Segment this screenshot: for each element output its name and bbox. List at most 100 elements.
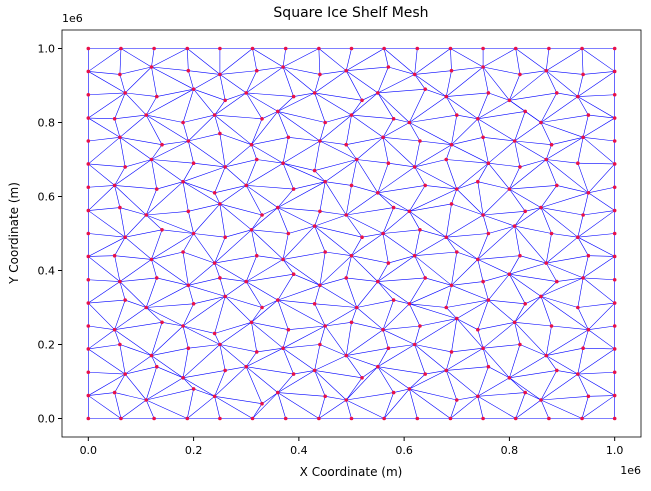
mesh-edge: [414, 318, 457, 345]
mesh-node: [381, 135, 385, 140]
mesh-edge: [214, 237, 226, 264]
mesh-edge: [277, 111, 321, 142]
mesh-edge: [456, 251, 478, 260]
mesh-edge: [546, 355, 558, 371]
mesh-node: [523, 209, 527, 214]
mesh-edge: [509, 74, 521, 101]
mesh-node: [407, 302, 412, 306]
mesh-node: [244, 364, 249, 369]
mesh-edge: [346, 277, 378, 282]
mesh-edge: [288, 137, 320, 142]
mesh-edge: [282, 348, 294, 375]
mesh-edge: [477, 377, 510, 397]
mesh-edge: [540, 185, 558, 208]
mesh-node: [415, 46, 420, 51]
mesh-edge: [214, 262, 221, 279]
mesh-edge: [445, 144, 452, 160]
mesh-edge: [251, 322, 289, 330]
mesh-edge: [252, 48, 258, 71]
mesh-edge: [346, 366, 379, 401]
mesh-edge: [277, 188, 294, 208]
mesh-edge: [277, 111, 289, 138]
mesh-edge: [119, 344, 152, 356]
mesh-edge: [477, 299, 489, 330]
mesh-edge: [393, 299, 410, 305]
mesh-node: [518, 253, 522, 258]
mesh-edge: [477, 181, 510, 190]
mesh-edge: [119, 344, 126, 375]
mesh-edge: [577, 307, 589, 330]
mesh-edge: [214, 114, 263, 120]
mesh-edge: [119, 48, 122, 75]
mesh-edge: [251, 111, 279, 145]
mesh-edge: [193, 203, 221, 234]
mesh-edge: [219, 133, 252, 145]
mesh-edge: [325, 251, 352, 256]
mesh-node: [86, 92, 91, 97]
mesh-node: [154, 276, 159, 280]
mesh-edge: [188, 211, 194, 234]
mesh-edge: [583, 137, 615, 142]
mesh-node: [407, 209, 412, 214]
mesh-edge: [514, 111, 526, 142]
mesh-edge: [515, 392, 526, 419]
mesh-edge: [188, 203, 220, 212]
mesh-edge: [451, 318, 458, 352]
mesh-edge: [540, 92, 558, 123]
mesh-edge: [182, 181, 221, 205]
mesh-node: [612, 185, 617, 190]
mesh-node: [212, 191, 217, 195]
mesh-edge: [277, 92, 315, 112]
mesh-edge: [151, 159, 158, 190]
mesh-edge: [319, 114, 352, 142]
mesh-edge: [414, 70, 452, 75]
mesh-edge: [509, 274, 526, 304]
mesh-edge: [324, 181, 347, 216]
mesh-edge: [514, 140, 552, 145]
mesh-edge: [193, 233, 226, 238]
mesh-edge: [414, 325, 421, 345]
mesh-node: [218, 46, 222, 51]
mesh-edge: [388, 66, 415, 75]
mesh-node: [476, 327, 480, 332]
mesh-edge: [477, 118, 515, 142]
mesh-edge: [345, 185, 352, 216]
mesh-edge: [451, 259, 479, 286]
mesh-edge: [219, 277, 247, 282]
mesh-edge: [409, 285, 452, 305]
mesh-edge: [515, 48, 547, 71]
mesh-node: [281, 161, 285, 165]
mesh-edge: [446, 366, 489, 371]
mesh-edge: [583, 277, 615, 281]
mesh-edge: [451, 188, 458, 205]
mesh-node: [323, 250, 327, 254]
mesh-edge: [414, 344, 447, 371]
mesh-edge: [114, 185, 157, 190]
mesh-edge: [356, 299, 394, 308]
mesh-node: [523, 302, 527, 306]
mesh-node: [149, 257, 154, 262]
mesh-edge: [182, 181, 189, 212]
mesh-edge: [450, 48, 484, 68]
mesh-node: [318, 139, 322, 143]
mesh-edge: [382, 233, 415, 256]
mesh-edge: [314, 303, 357, 308]
mesh-edge: [382, 118, 394, 138]
mesh-node: [586, 191, 591, 195]
x-offset-label: 1e6: [620, 464, 641, 477]
mesh-edge: [519, 159, 547, 168]
mesh-node: [86, 370, 91, 375]
mesh-edge: [282, 259, 294, 275]
mesh-edge: [224, 144, 252, 168]
mesh-edge: [246, 185, 278, 208]
mesh-edge: [425, 88, 447, 97]
mesh-node: [181, 179, 185, 184]
mesh-edge: [114, 237, 126, 256]
mesh-edge: [88, 117, 115, 120]
mesh-edge: [277, 370, 315, 393]
mesh-node: [360, 376, 364, 380]
mesh-edge: [388, 255, 415, 264]
mesh-edge: [409, 114, 457, 123]
mesh-edge: [546, 255, 589, 264]
mesh-edge: [193, 162, 226, 168]
